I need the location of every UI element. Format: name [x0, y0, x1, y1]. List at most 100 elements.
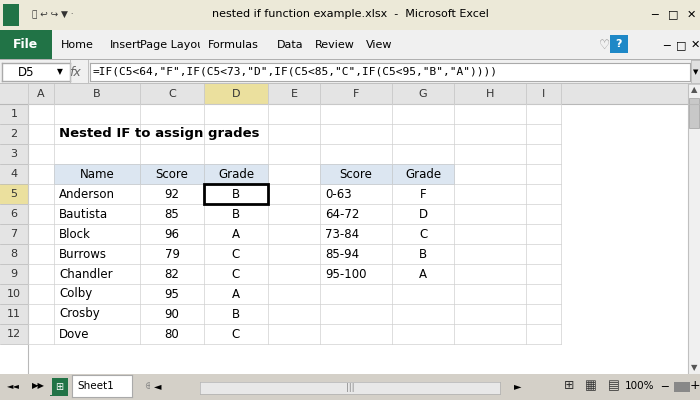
Text: 7: 7	[10, 229, 18, 239]
Bar	[0, 224, 28, 244]
Text: 6: 6	[10, 209, 18, 219]
Bar	[0, 324, 28, 344]
Text: Data: Data	[277, 40, 304, 50]
Text: Burrows: Burrows	[59, 248, 107, 260]
Text: Score: Score	[155, 168, 188, 180]
Text: File: File	[13, 38, 38, 52]
Text: □: □	[668, 9, 678, 19]
Text: nested if function example.xlsx  -  Microsoft Excel: nested if function example.xlsx - Micros…	[211, 9, 489, 19]
Text: ─: ─	[663, 40, 670, 50]
Bar	[689, 98, 699, 128]
Text: Insert: Insert	[109, 40, 141, 50]
Text: ⊞: ⊞	[564, 379, 574, 392]
Text: D5: D5	[18, 66, 34, 78]
Bar	[0, 124, 28, 144]
Text: G: G	[419, 89, 427, 99]
Text: ▼: ▼	[693, 69, 698, 75]
Bar	[688, 84, 700, 374]
Text: 0-63: 0-63	[325, 188, 351, 200]
Bar	[0, 204, 28, 224]
Text: Grade: Grade	[218, 168, 254, 180]
Text: B: B	[232, 208, 240, 220]
Bar	[392, 164, 454, 184]
Text: Ready: Ready	[7, 381, 42, 391]
Bar	[54, 164, 140, 184]
Text: Name: Name	[80, 168, 114, 180]
Text: F: F	[420, 188, 426, 200]
Bar	[0, 84, 700, 104]
Text: ▤: ▤	[608, 379, 620, 392]
Text: Score: Score	[340, 168, 372, 180]
Text: B: B	[93, 89, 101, 99]
Text: 11: 11	[7, 309, 21, 319]
Text: B: B	[232, 188, 240, 200]
Text: 85-94: 85-94	[325, 248, 359, 260]
Text: C: C	[168, 89, 176, 99]
Text: B: B	[419, 248, 427, 260]
Text: Chandler: Chandler	[59, 268, 113, 280]
Text: 12: 12	[7, 329, 21, 339]
Text: Review: Review	[314, 40, 354, 50]
Bar	[204, 164, 268, 184]
Text: Formulas: Formulas	[208, 40, 259, 50]
Text: ▼: ▼	[57, 68, 63, 76]
Text: A: A	[232, 228, 240, 240]
Text: ✕: ✕	[690, 40, 700, 50]
Bar	[320, 164, 392, 184]
Text: ▶▶: ▶▶	[32, 382, 45, 390]
Text: A: A	[419, 268, 427, 280]
Text: |||: |||	[346, 384, 354, 392]
Text: C: C	[232, 248, 240, 260]
Text: ─: ─	[662, 381, 668, 391]
Text: 10: 10	[7, 289, 21, 299]
Text: Dove: Dove	[59, 328, 90, 340]
Text: View: View	[365, 40, 392, 50]
Text: B: B	[232, 188, 240, 200]
Text: 9: 9	[10, 269, 18, 279]
Text: 85: 85	[164, 208, 179, 220]
Text: Anderson: Anderson	[59, 188, 115, 200]
Text: □: □	[676, 40, 686, 50]
Text: Block: Block	[59, 228, 91, 240]
Text: Colby: Colby	[59, 288, 92, 300]
Text: F: F	[353, 89, 359, 99]
Text: Page Layout: Page Layout	[140, 40, 209, 50]
Bar	[0, 104, 28, 124]
Text: ?: ?	[616, 39, 622, 49]
Text: Nested IF to assign grades: Nested IF to assign grades	[59, 128, 260, 140]
Text: fx: fx	[69, 66, 80, 78]
Text: H: H	[486, 89, 494, 99]
Text: ◄: ◄	[154, 381, 161, 391]
Text: 80: 80	[164, 328, 179, 340]
Text: Sheet1: Sheet1	[78, 381, 114, 391]
Bar	[204, 184, 268, 204]
Bar	[0, 284, 28, 304]
Text: 95-100: 95-100	[325, 268, 367, 280]
Text: ►: ►	[514, 381, 522, 391]
Bar	[0, 244, 28, 264]
Bar	[0, 264, 28, 284]
Text: 💾 ↩ ↪ ▼ ·: 💾 ↩ ↪ ▼ ·	[32, 10, 74, 20]
Text: C: C	[232, 268, 240, 280]
Text: 1: 1	[10, 109, 18, 119]
Text: ▼: ▼	[691, 364, 697, 372]
Text: ♡: ♡	[598, 38, 610, 52]
Text: 95: 95	[164, 288, 179, 300]
Text: 73-84: 73-84	[325, 228, 359, 240]
Bar	[0, 164, 28, 184]
Text: 64-72: 64-72	[325, 208, 359, 220]
Bar	[140, 164, 204, 184]
Text: C: C	[419, 228, 427, 240]
Text: Bautista: Bautista	[59, 208, 108, 220]
Bar	[0, 184, 28, 204]
Text: 5: 5	[10, 189, 18, 199]
Text: 96: 96	[164, 228, 179, 240]
Bar	[0, 304, 28, 324]
Text: ⊕: ⊕	[144, 381, 152, 391]
Text: C: C	[232, 328, 240, 340]
Text: 100%: 100%	[624, 381, 654, 391]
Text: 79: 79	[164, 248, 179, 260]
Text: 92: 92	[164, 188, 179, 200]
Text: E: E	[290, 89, 298, 99]
Text: =IF(C5<64,"F",IF(C5<73,"D",IF(C5<85,"C",IF(C5<95,"B","A")))): =IF(C5<64,"F",IF(C5<73,"D",IF(C5<85,"C",…	[93, 67, 498, 77]
